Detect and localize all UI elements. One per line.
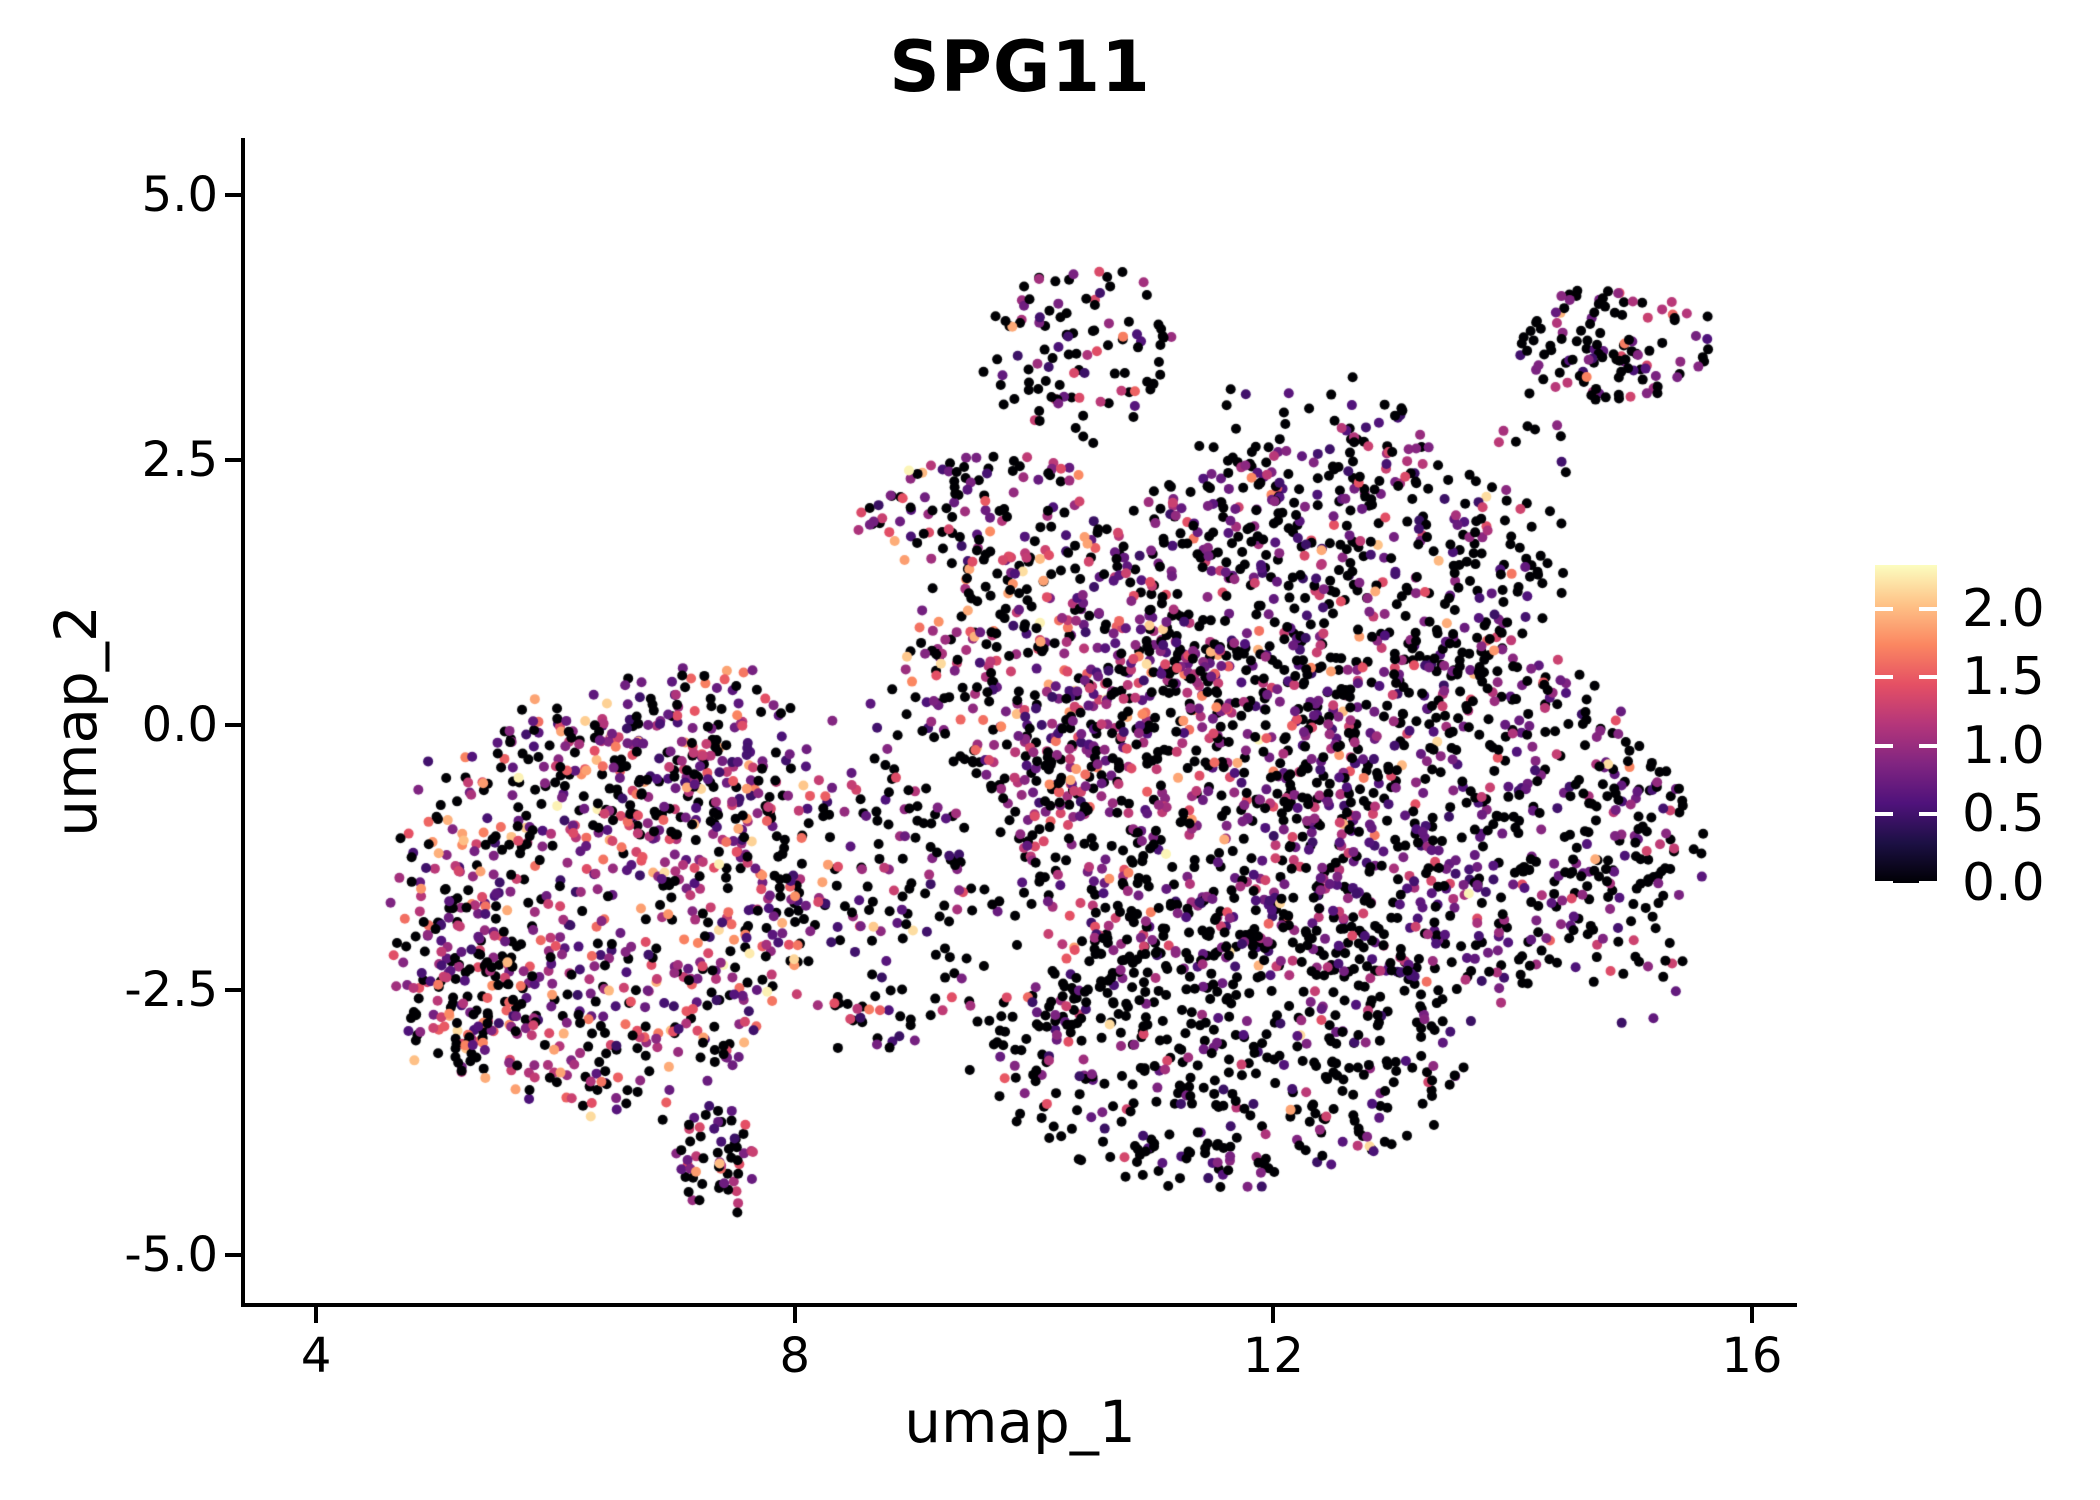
x-tick-label: 16 <box>1721 1328 1783 1384</box>
x-tick-label: 8 <box>779 1328 811 1384</box>
y-tick-mark <box>225 193 241 197</box>
y-tick-label: 2.5 <box>141 432 218 488</box>
x-axis-line <box>241 1303 1797 1307</box>
colorbar-gradient <box>1875 565 1937 883</box>
y-tick-mark <box>225 1252 241 1257</box>
colorbar-tick-label: 0.5 <box>1962 784 2045 845</box>
colorbar-tick-mark <box>1919 881 1937 885</box>
colorbar-tick-mark <box>1919 675 1937 680</box>
x-tick-mark <box>1271 1307 1276 1323</box>
x-tick-label: 12 <box>1242 1328 1304 1384</box>
y-tick-mark <box>225 458 241 462</box>
plot-title: SPG11 <box>889 26 1151 108</box>
colorbar-tick-mark <box>1875 743 1893 748</box>
colorbar-tick-mark <box>1919 812 1937 817</box>
y-tick-label: 5.0 <box>141 167 218 223</box>
x-tick-mark <box>314 1307 319 1323</box>
colorbar-tick-label: 1.0 <box>1962 715 2045 776</box>
colorbar-tick-mark <box>1875 881 1893 885</box>
y-axis-line <box>241 138 245 1307</box>
colorbar-tick-mark <box>1875 675 1893 680</box>
colorbar-tick-mark <box>1875 812 1893 817</box>
colorbar-tick-label: 2.0 <box>1962 578 2045 639</box>
x-axis-title: umap_1 <box>904 1388 1136 1456</box>
y-tick-mark <box>225 722 241 727</box>
colorbar-tick-label: 0.0 <box>1962 853 2045 913</box>
colorbar-tick-mark <box>1875 606 1893 611</box>
colorbar-tick-mark <box>1919 606 1937 611</box>
colorbar-tick-label: 1.5 <box>1962 647 2045 708</box>
x-tick-label: 4 <box>300 1328 332 1384</box>
colorbar-tick-mark <box>1919 743 1937 748</box>
x-tick-mark <box>792 1307 797 1323</box>
x-tick-mark <box>1749 1307 1754 1323</box>
y-tick-mark <box>225 987 241 992</box>
y-axis-title: umap_2 <box>42 605 110 837</box>
y-tick-label: -5.0 <box>124 1226 218 1283</box>
y-tick-label: -2.5 <box>124 961 218 1018</box>
y-tick-label: 0.0 <box>141 696 218 753</box>
